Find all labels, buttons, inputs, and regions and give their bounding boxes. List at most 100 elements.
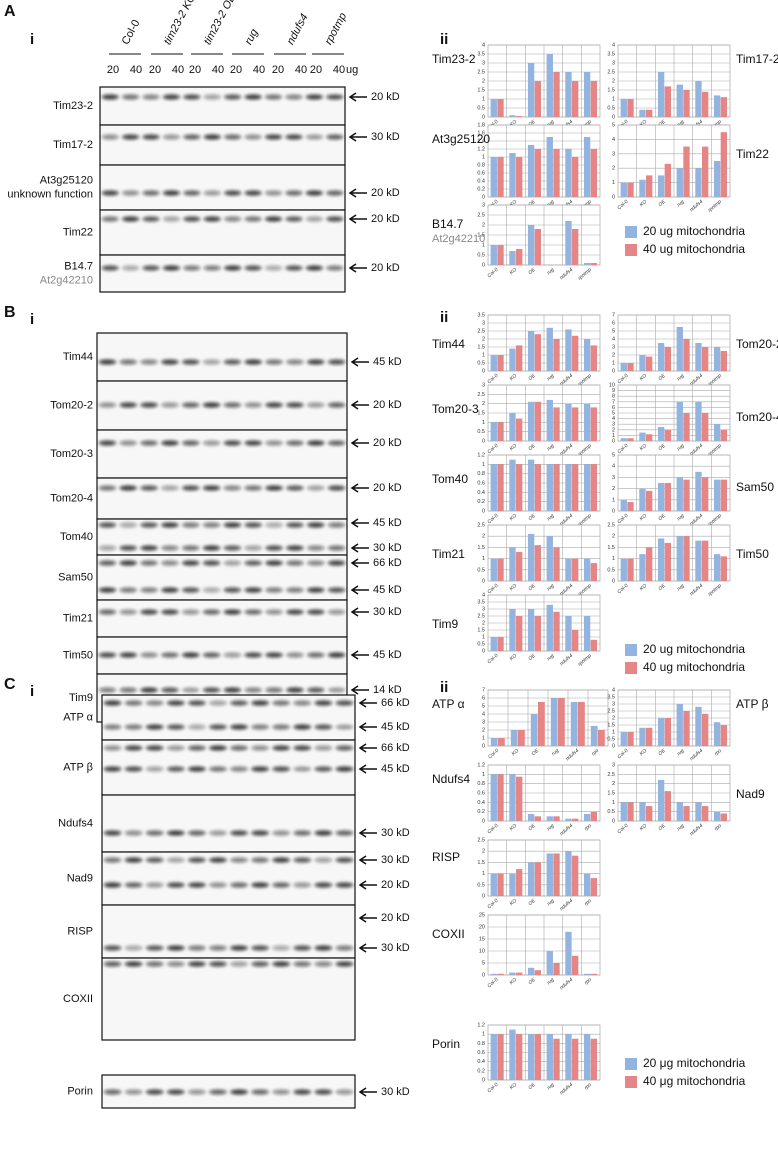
band [285,190,303,196]
y-tick-label: 0 [482,648,485,654]
band [188,857,206,863]
band [251,830,269,836]
x-tick-label: ndufs4 [559,1082,575,1096]
x-tick-label: rug [676,373,686,382]
band [314,830,333,836]
bar [683,806,690,821]
band [161,609,179,615]
bar [646,727,653,746]
band [285,94,303,100]
y-tick-label: 7 [612,399,615,405]
row-label: Tom20-3 [50,448,93,460]
x-tick-label: rug [546,199,556,208]
band [265,522,283,528]
y-tick-label: 0.6 [477,790,485,796]
x-tick-label: KO [639,823,648,832]
band [145,700,164,706]
marker-arrow [350,357,369,367]
x-tick-label: Col-0 [486,823,499,835]
band [293,961,312,967]
band [166,766,185,772]
bar [583,403,591,441]
band [327,485,346,491]
bar [713,479,721,511]
row-label: Tim23-2 [53,100,93,112]
band [244,687,262,693]
blot-box [96,599,348,638]
y-tick-label: 3.5 [477,51,485,57]
band [265,687,283,693]
y-tick-label: 2 [482,78,485,84]
x-tick-label: Col-0 [486,513,499,525]
bar [720,132,728,197]
x-tick-label: KO [639,119,648,128]
bar [497,774,504,821]
bar [583,263,591,265]
band [224,94,242,100]
band [166,961,185,967]
band [122,94,140,100]
bar [664,542,672,581]
y-tick-label: 2.5 [607,708,615,714]
y-tick-label: 2 [482,620,485,626]
bar [583,72,591,117]
bar [620,99,627,117]
y-tick-label: 1.4 [477,138,485,144]
bar [590,345,598,371]
band [244,652,262,658]
x-tick-label: rpo [583,977,593,986]
band [145,830,164,836]
blot-bands [98,402,346,408]
y-tick-label: 0.2 [477,499,485,505]
band [272,724,291,730]
y-tick-label: 0.4 [477,178,485,184]
band [230,882,248,888]
band [202,609,221,615]
band [98,440,117,446]
band [265,652,283,658]
band [286,609,304,615]
y-tick-label: 0.2 [477,809,485,815]
bar [565,72,572,117]
band [202,587,221,593]
band [188,1089,206,1095]
band [286,485,304,491]
band [140,652,158,658]
blot-bands [103,945,354,951]
band [307,545,325,551]
band [251,882,269,888]
band [307,522,325,528]
band [286,545,304,551]
band [305,190,323,196]
bar [490,873,497,896]
band [145,1089,164,1095]
marker-label: 30 kD [373,606,402,618]
band [244,216,262,222]
chart-title: ATP α [432,697,465,711]
x-tick-label: Col-0 [616,513,629,525]
x-tick-label: KO [509,977,518,986]
bar [516,418,523,441]
band [307,687,325,693]
x-tick-label: KO [509,513,518,522]
bar [572,955,579,975]
y-tick-label: 1 [612,360,615,366]
lane-group: rug [243,26,261,46]
bar [572,855,579,896]
band [326,265,344,271]
y-tick-label: 1.5 [607,87,615,93]
x-tick-label: rug [546,267,556,276]
marker-arrow [350,400,369,410]
band [188,700,206,706]
bar [583,616,591,651]
y-tick-label: 1.5 [607,545,615,551]
band [335,830,354,836]
x-tick-label: KO [639,583,648,592]
x-tick-label: rug [676,823,686,832]
bar [497,422,504,441]
chart-title: ATP β [736,697,769,711]
band [265,545,283,551]
bar [683,339,690,371]
band [98,545,117,551]
band [119,652,137,658]
